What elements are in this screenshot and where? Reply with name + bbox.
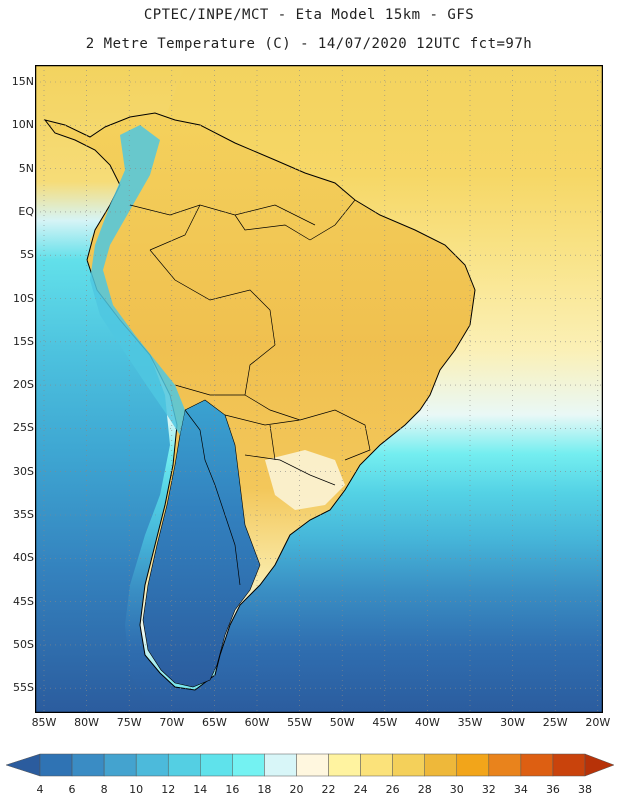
lat-tick-label: 15N bbox=[11, 75, 34, 88]
colorbar-max-arrow bbox=[584, 753, 615, 777]
lon-tick-label: 70W bbox=[159, 716, 185, 729]
lon-tick-label: 40W bbox=[414, 716, 440, 729]
colorbar-swatch bbox=[520, 753, 554, 777]
colorbar-swatch bbox=[360, 753, 393, 777]
map-frame bbox=[35, 65, 603, 713]
lon-tick-label: 35W bbox=[457, 716, 483, 729]
lat-tick-label: 55S bbox=[13, 681, 34, 695]
lat-tick-label: 35S bbox=[13, 508, 34, 521]
colorbar-tick-label: 34 bbox=[513, 783, 528, 796]
colorbar-swatch bbox=[103, 753, 137, 777]
colorbar-swatch bbox=[296, 753, 329, 777]
colorbar-tick-label: 6 bbox=[68, 783, 76, 796]
lat-tick-label: 5N bbox=[18, 161, 34, 175]
lat-tick-label: 25S bbox=[13, 421, 34, 435]
colorbar-swatches bbox=[5, 753, 615, 777]
colorbar-tick-label: 32 bbox=[481, 783, 496, 796]
lon-tick-label: 30W bbox=[500, 716, 526, 729]
colorbar-tick-label: 12 bbox=[161, 783, 176, 796]
colorbar-tick-label: 38 bbox=[578, 783, 592, 796]
colorbar-tick-label: 36 bbox=[545, 783, 560, 796]
colorbar bbox=[0, 750, 618, 800]
lon-tick-label: 80W bbox=[74, 716, 100, 729]
colorbar-swatch bbox=[232, 753, 265, 777]
colorbar-swatch bbox=[135, 753, 169, 777]
lon-tick-label: 50W bbox=[329, 716, 355, 729]
lat-tick-label: 10S bbox=[13, 291, 34, 305]
colorbar-tick-label: 20 bbox=[289, 783, 304, 796]
lon-tick-label: 45W bbox=[372, 716, 398, 729]
colorbar-swatch bbox=[71, 753, 105, 777]
chart-subtitle: 2 Metre Temperature (C) - 14/07/2020 12U… bbox=[85, 36, 533, 52]
colorbar-swatch bbox=[328, 753, 361, 777]
lon-tick-label: 65W bbox=[201, 716, 227, 729]
lat-tick-label: 40S bbox=[13, 551, 34, 565]
colorbar-tick-label: 22 bbox=[321, 783, 336, 796]
colorbar-swatch bbox=[456, 753, 490, 777]
colorbar-swatch bbox=[424, 753, 458, 777]
colorbar-swatch bbox=[488, 753, 522, 777]
lon-tick-label: 60W bbox=[244, 716, 270, 729]
colorbar-swatch bbox=[39, 753, 73, 777]
colorbar-min-arrow bbox=[5, 753, 41, 777]
colorbar-tick-label: 16 bbox=[225, 783, 240, 796]
lon-tick-label: 55W bbox=[287, 716, 313, 729]
graticule bbox=[35, 65, 603, 713]
lat-tick-label: 5S bbox=[20, 248, 34, 262]
lat-tick-label: 15S bbox=[13, 334, 34, 348]
lat-tick-label: 10N bbox=[11, 118, 34, 132]
colorbar-tick-label: 8 bbox=[100, 783, 108, 796]
colorbar-swatch bbox=[264, 753, 297, 777]
colorbar-tick-label: 26 bbox=[385, 783, 400, 796]
colorbar-tick-label: 18 bbox=[257, 783, 272, 796]
country-borders bbox=[129, 199, 371, 586]
colorbar-swatch bbox=[552, 753, 586, 777]
lon-tick-label: 85W bbox=[31, 716, 57, 729]
colorbar-tick-label: 14 bbox=[193, 783, 208, 796]
map-border bbox=[35, 65, 603, 713]
andes-cold-band bbox=[90, 125, 185, 435]
colorbar-swatch bbox=[167, 753, 201, 777]
lon-tick-label: 75W bbox=[116, 716, 142, 729]
lon-tick-label: 25W bbox=[542, 716, 568, 729]
lat-tick-label: 45S bbox=[13, 594, 34, 608]
colorbar-tick-label: 4 bbox=[36, 783, 44, 796]
colorbar-tick-label: 30 bbox=[449, 783, 464, 796]
chart-title: CPTEC/INPE/MCT - Eta Model 15km - GFS bbox=[143, 7, 475, 23]
southern-brazil-cool-area bbox=[265, 450, 345, 510]
colorbar-swatch bbox=[392, 753, 425, 777]
temperature-map bbox=[35, 65, 603, 713]
lat-tick-label: 50S bbox=[13, 637, 34, 651]
lat-tick-label: EQ bbox=[18, 204, 34, 218]
lat-tick-label: 30S bbox=[13, 464, 34, 478]
colorbar-swatch bbox=[200, 753, 233, 777]
lat-tick-label: 20S bbox=[13, 378, 34, 392]
pacific-ocean-field bbox=[35, 65, 185, 713]
colorbar-tick-label: 10 bbox=[129, 783, 144, 796]
colorbar-tick-label: 24 bbox=[353, 783, 368, 796]
lon-tick-label: 20W bbox=[585, 716, 611, 729]
colorbar-tick-label: 28 bbox=[417, 783, 432, 796]
